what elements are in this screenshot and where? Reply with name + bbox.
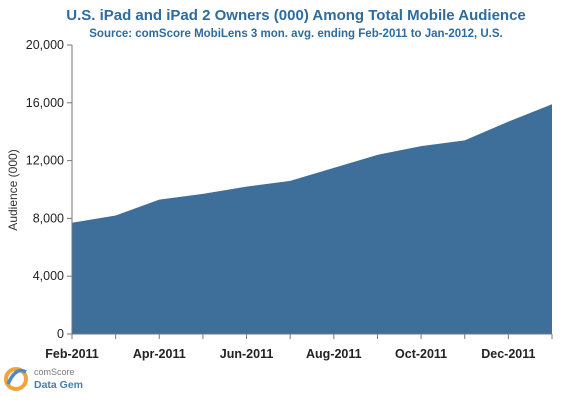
x-tick-label: Jun-2011 [220, 347, 274, 361]
y-tick-label: 16,000 [26, 96, 64, 110]
x-tick-label: Aug-2011 [306, 347, 362, 361]
logo-ring-icon [4, 367, 28, 391]
brand-line1: comScore [34, 367, 75, 377]
y-tick-label: 12,000 [26, 154, 64, 168]
audience-area [72, 104, 552, 334]
y-tick-label: 4,000 [33, 269, 64, 283]
x-tick-label: Apr-2011 [133, 347, 186, 361]
y-axis-ticks: 0 4,000 8,000 12,000 16,000 20,000 [26, 38, 72, 341]
brand-line2: Data Gem [34, 379, 83, 391]
chart-title: U.S. iPad and iPad 2 Owners (000) Among … [66, 7, 526, 24]
logo-swoosh-icon [6, 368, 27, 385]
y-tick-label: 20,000 [26, 38, 64, 52]
x-axis-ticks: Feb-2011 Apr-2011 Jun-2011 Aug-2011 Oct-2011… [45, 334, 553, 361]
x-tick-label: Oct-2011 [395, 347, 447, 361]
x-tick-label: Dec-2011 [481, 347, 535, 361]
y-tick-label: 0 [57, 327, 64, 341]
comscore-logo: comScore Data Gem [4, 367, 83, 391]
plot-area [71, 45, 552, 335]
x-tick-label: Feb-2011 [45, 347, 99, 361]
chart-subtitle: Source: comScore MobiLens 3 mon. avg. en… [89, 28, 502, 40]
y-tick-label: 8,000 [33, 211, 64, 225]
y-axis-label: Audience (000) [6, 149, 20, 230]
